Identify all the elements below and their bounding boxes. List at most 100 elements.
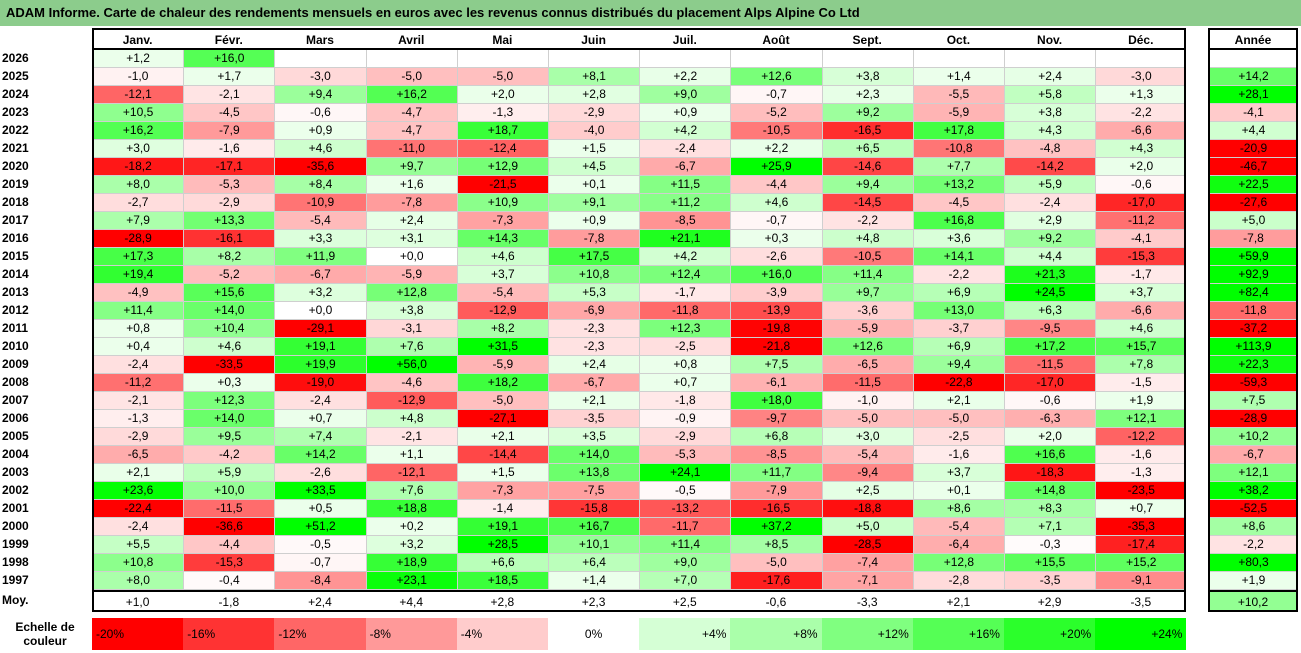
color-scale-cell: +8% (730, 618, 822, 650)
year-label: 2022 (2, 123, 29, 137)
heatmap-cell: -2,1 (365, 428, 457, 446)
heatmap-cell: +9,4 (821, 176, 913, 194)
heatmap-cell: -5,5 (912, 86, 1004, 104)
heatmap-cell: +0,8 (639, 356, 731, 374)
heatmap-cell: -10,5 (821, 248, 913, 266)
heatmap-cell: +11,5 (639, 176, 731, 194)
month-header: Mars (274, 28, 366, 50)
heatmap-cell: -11,5 (1004, 356, 1096, 374)
annual-cell: +82,4 (1208, 284, 1298, 302)
color-scale-cell: -8% (365, 618, 457, 650)
heatmap-cell: +0,7 (1095, 500, 1187, 518)
year-label: 2019 (2, 177, 29, 191)
heatmap-cell: +14,0 (183, 302, 275, 320)
annual-cell: -27,6 (1208, 194, 1298, 212)
heatmap-cell: -13,9 (730, 302, 822, 320)
heatmap-cell: -16,5 (730, 500, 822, 518)
heatmap-cell: -7,3 (456, 212, 548, 230)
heatmap-cell: +56,0 (365, 356, 457, 374)
heatmap-cell: -6,6 (1095, 122, 1187, 140)
heatmap-cell: -18,3 (1004, 464, 1096, 482)
heatmap-cell: -1,7 (639, 284, 731, 302)
month-header: Oct. (912, 28, 1004, 50)
heatmap-cell: -1,6 (1095, 446, 1187, 464)
annual-cell: -2,2 (1208, 536, 1298, 554)
heatmap-cell: -5,9 (365, 266, 457, 284)
heatmap-cell: -6,7 (274, 266, 366, 284)
year-label: 2026 (2, 51, 29, 65)
heatmap-cell: -4,2 (183, 446, 275, 464)
heatmap-cell: +1,5 (456, 464, 548, 482)
heatmap-cell: +4,6 (183, 338, 275, 356)
heatmap-cell: -0,9 (639, 410, 731, 428)
heatmap-cell: +16,0 (730, 266, 822, 284)
heatmap-cell: +4,4 (1004, 248, 1096, 266)
heatmap-cell: +12,3 (639, 320, 731, 338)
heatmap-cell: +2,2 (730, 140, 822, 158)
heatmap-cell: +3,8 (1004, 104, 1096, 122)
average-cell: +2,9 (1004, 590, 1096, 612)
heatmap-cell: -14,4 (456, 446, 548, 464)
month-header: Mai (456, 28, 548, 50)
average-cell: +2,1 (912, 590, 1004, 612)
heatmap-cell: -11,7 (639, 518, 731, 536)
heatmap-cell: +19,1 (274, 338, 366, 356)
year-label: 2004 (2, 447, 29, 461)
year-label: 2010 (2, 339, 29, 353)
heatmap-cell: +9,4 (912, 356, 1004, 374)
heatmap-cell: +3,7 (1095, 284, 1187, 302)
heatmap-cell: -11,8 (639, 302, 731, 320)
color-scale-cell: 0% (548, 618, 640, 650)
average-cell: -3,3 (821, 590, 913, 612)
heatmap-cell: -22,4 (92, 500, 184, 518)
heatmap-cell: -0,6 (1095, 176, 1187, 194)
heatmap-cell-empty (730, 50, 822, 68)
heatmap-cell: -0,6 (1004, 392, 1096, 410)
heatmap-cell: +4,6 (456, 248, 548, 266)
year-label: 2008 (2, 375, 29, 389)
annual-cell: -20,9 (1208, 140, 1298, 158)
heatmap-cell: -1,3 (1095, 464, 1187, 482)
heatmap-cell: -5,4 (274, 212, 366, 230)
heatmap-cell: +17,5 (548, 248, 640, 266)
heatmap-cell: -23,5 (1095, 482, 1187, 500)
year-label: 2021 (2, 141, 29, 155)
color-scale-label-line1: Echelle de (15, 620, 75, 634)
heatmap-cell: +13,0 (912, 302, 1004, 320)
heatmap-cell: +25,9 (730, 158, 822, 176)
heatmap-cell: +2,0 (456, 86, 548, 104)
heatmap-cell: -12,1 (365, 464, 457, 482)
heatmap-cell: -2,9 (639, 428, 731, 446)
heatmap-cell-empty (1004, 50, 1096, 68)
heatmap-cell: +3,0 (821, 428, 913, 446)
heatmap-cell: -0,3 (1004, 536, 1096, 554)
heatmap-cell: +10,5 (92, 104, 184, 122)
heatmap-cell: -5,0 (912, 410, 1004, 428)
heatmap-cell: +10,8 (548, 266, 640, 284)
year-label: 2023 (2, 105, 29, 119)
average-cell: -0,6 (730, 590, 822, 612)
heatmap-cell: -2,2 (821, 212, 913, 230)
heatmap-cell: +12,6 (730, 68, 822, 86)
annual-cell: -28,9 (1208, 410, 1298, 428)
heatmap-cell: +28,5 (456, 536, 548, 554)
heatmap-cell: -2,2 (912, 266, 1004, 284)
heatmap-cell: +13,3 (183, 212, 275, 230)
heatmap-cell: +7,0 (639, 572, 731, 590)
heatmap-cell: -17,0 (1004, 374, 1096, 392)
heatmap-cell: +2,1 (912, 392, 1004, 410)
heatmap-cell: -15,3 (1095, 248, 1187, 266)
annual-cell: +92,9 (1208, 266, 1298, 284)
heatmap-cell: +16,0 (183, 50, 275, 68)
annual-cell: +22,5 (1208, 176, 1298, 194)
heatmap-cell: +1,7 (183, 68, 275, 86)
month-header: Déc. (1095, 28, 1187, 50)
heatmap-cell: +12,1 (1095, 410, 1187, 428)
heatmap-cell-empty (548, 50, 640, 68)
heatmap-cell: -2,4 (92, 518, 184, 536)
heatmap-cell: -5,4 (912, 518, 1004, 536)
heatmap-cell-empty (639, 50, 731, 68)
heatmap-cell: +9,0 (639, 86, 731, 104)
month-header: Janv. (92, 28, 184, 50)
heatmap-cell: +21,3 (1004, 266, 1096, 284)
